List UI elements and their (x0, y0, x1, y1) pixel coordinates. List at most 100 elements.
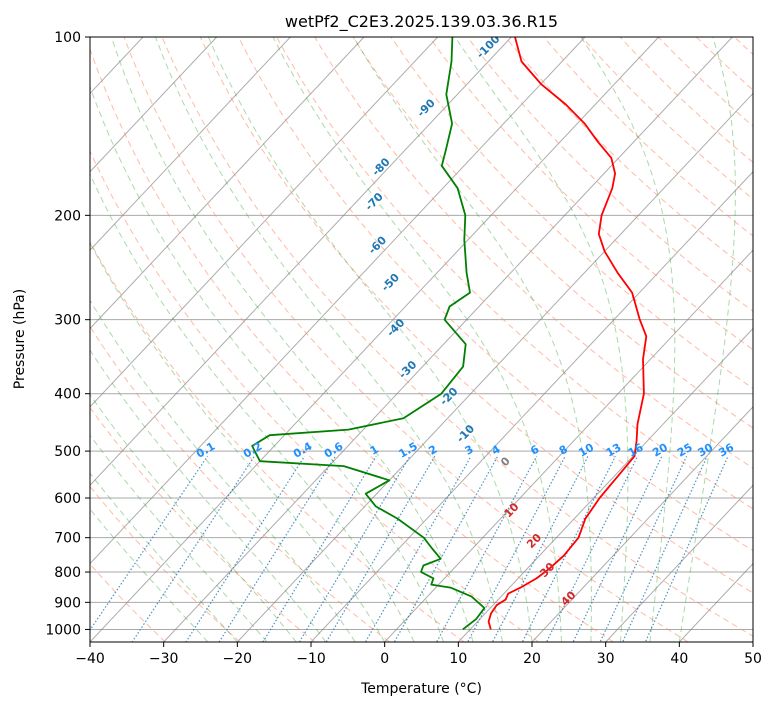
mixing-ratio-line (467, 455, 566, 642)
moist-adiabat-line (90, 349, 327, 642)
dry-adiabat-line (657, 37, 753, 127)
mixing-ratio-label: 8 (557, 443, 570, 458)
isotherm-line (90, 37, 586, 565)
dry-adiabat-line (199, 37, 753, 594)
moist-adiabat-line (90, 393, 297, 642)
dry-adiabat-line (123, 37, 689, 642)
dry-adiabat-line (90, 241, 465, 642)
mixing-ratio-label: 16 (626, 441, 646, 460)
dry-adiabat-line (543, 37, 753, 237)
dry-adiabat-line (581, 37, 753, 200)
mixing-ratio-line (131, 455, 255, 642)
dry-adiabat-line (467, 37, 753, 312)
y-tick-label: 600 (54, 491, 81, 507)
x-tick-label: 30 (597, 651, 615, 667)
y-tick-label: 1000 (45, 622, 81, 638)
dry-adiabat-line (390, 37, 753, 390)
dry-adiabat-line (90, 149, 540, 642)
x-tick-label: 20 (523, 651, 541, 667)
isotherm-line (236, 92, 753, 642)
dry-adiabat-line (161, 37, 753, 637)
mixing-ratio-label: 4 (489, 442, 502, 457)
y-tick-label: 500 (54, 444, 81, 460)
x-tick-label: −20 (223, 651, 253, 667)
dry-adiabat-line (314, 37, 753, 469)
mixing-ratio-label: 25 (675, 441, 695, 460)
mixing-ratio-line (325, 455, 436, 642)
mixing-ratio-label: 2 (426, 443, 439, 458)
dry-adiabat-label: -70 (363, 190, 386, 213)
x-tick-label: 40 (670, 651, 688, 667)
mixing-ratio-line (621, 455, 708, 642)
mixing-ratio-label: 0.6 (322, 439, 346, 460)
dry-adiabat-label: -90 (415, 96, 438, 119)
moist-adiabat-line (90, 85, 445, 642)
dry-adiabat-line (276, 37, 753, 510)
x-tick-label: 10 (449, 651, 467, 667)
dry-adiabat-line (428, 37, 753, 351)
mixing-ratio-label: 0.2 (241, 440, 264, 461)
axis-layer: −40 −30 −20 −10 0 10 20 30 40 5010020030040050060… (45, 30, 762, 667)
mixing-ratio-line (218, 455, 336, 642)
dry-adiabat-line (619, 37, 753, 164)
dry-adiabat-line (90, 325, 390, 642)
mixing-ratio-label: 1.5 (396, 440, 419, 461)
x-tick-label: −40 (75, 651, 105, 667)
y-axis-title: Pressure (hPa) (12, 289, 28, 389)
mixing-ratio-line (572, 455, 663, 642)
mixing-ratio-line (185, 455, 306, 642)
mixing-ratio-line (545, 455, 639, 642)
dry-adiabat-label: -50 (379, 271, 402, 294)
moist-adiabat-line (110, 37, 474, 642)
isotherm-line (90, 37, 218, 173)
isotherm-line (457, 327, 753, 642)
dewpoint-profile (251, 37, 486, 631)
mixing-ratio-label: 0.1 (194, 440, 217, 461)
moist-adiabat-line (272, 37, 562, 642)
moist-adiabat-line (155, 37, 503, 642)
y-tick-label: 200 (54, 208, 81, 224)
mixing-ratio-label: 20 (650, 441, 670, 460)
moist-adiabat-line (90, 241, 386, 642)
isotherm-line (752, 641, 753, 642)
isotherm-line (384, 249, 753, 642)
moist-adiabat-line (90, 434, 268, 642)
isotherm-line (531, 406, 753, 642)
mixing-ratio-line (644, 455, 729, 642)
moist-adiabat-line (580, 37, 676, 642)
plot-frame (89, 36, 754, 643)
y-tick-label: 100 (54, 30, 81, 46)
moist-adiabat-line (90, 472, 238, 642)
chart-title: wetPf2_C2E3.2025.139.03.36.R15 (285, 12, 558, 32)
dry-adiabat-line (734, 37, 753, 55)
isotherm-line (90, 37, 291, 251)
isotherm-line (90, 37, 512, 486)
mixing-ratio-label: 10 (576, 441, 596, 460)
moist-adiabat-line (207, 37, 533, 642)
dry-adiabat-label: -10 (454, 422, 477, 445)
isotherm-line (90, 37, 660, 642)
isotherm-line (90, 37, 365, 330)
dry-adiabat-line (238, 37, 753, 552)
temperature-profile (487, 37, 648, 630)
y-tick-label: 300 (54, 313, 81, 329)
mixing-ratio-line (393, 455, 499, 642)
mixing-ratio-label: 6 (528, 442, 541, 457)
mixing-ratio-label: 13 (604, 441, 624, 460)
moist-adiabat-line (678, 37, 736, 642)
dry-adiabat-label: 10 (502, 500, 522, 520)
annotation-layer: 0.1 0.2 0.4 0.6 1 1.5 2 3 4 6 8 10 13 16 20 25 30 36-100-… (194, 37, 736, 609)
mixing-ratio-line (435, 455, 538, 642)
dry-adiabat-label: -60 (366, 233, 389, 256)
x-tick-label: −30 (149, 651, 179, 667)
isotherm-line (310, 171, 753, 642)
isotherm-line (90, 37, 439, 408)
dry-adiabat-label: -80 (369, 155, 392, 178)
x-tick-label: 0 (380, 651, 389, 667)
y-tick-label: 400 (54, 387, 81, 403)
mixing-ratio-line (599, 455, 688, 642)
x-tick-label: −10 (296, 651, 326, 667)
mixing-ratio-line (491, 455, 589, 642)
dry-adiabat-line (90, 47, 614, 642)
